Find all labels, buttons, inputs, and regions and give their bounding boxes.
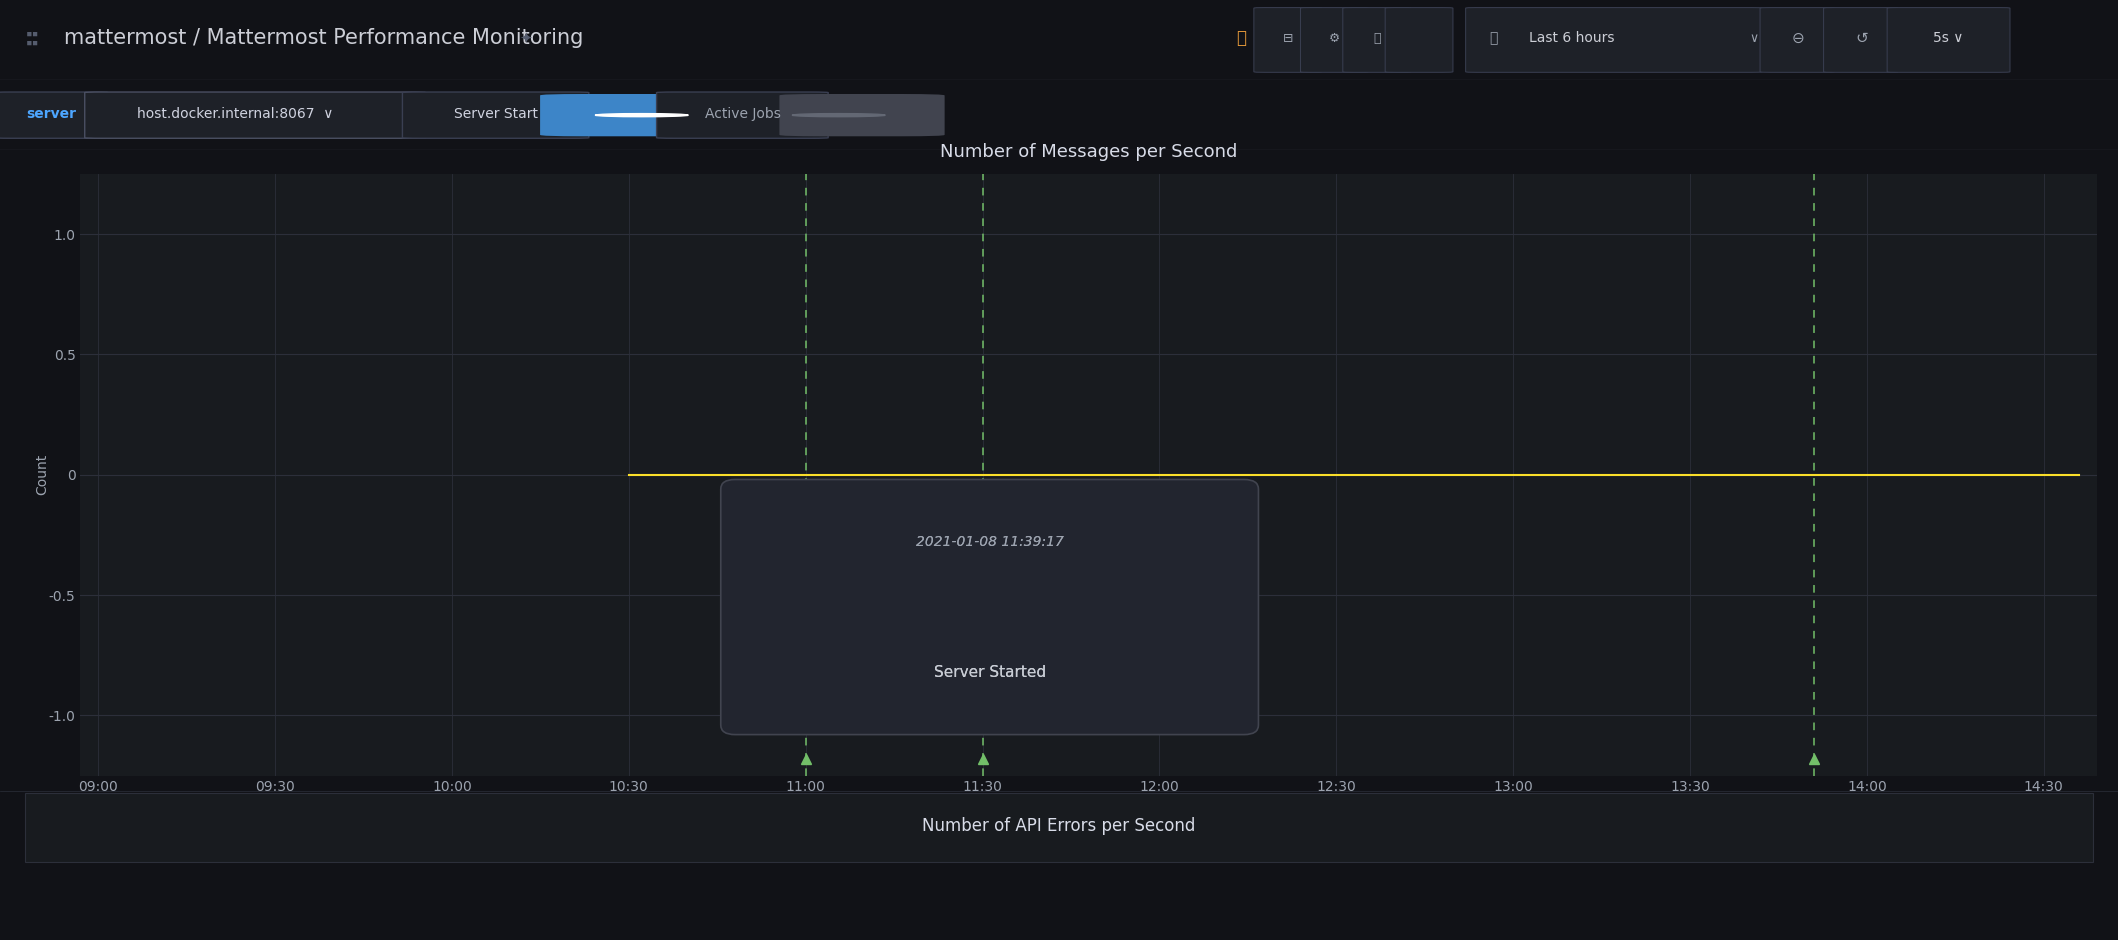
FancyBboxPatch shape — [25, 792, 2093, 862]
Text: 2021-01-08 11:39:17: 2021-01-08 11:39:17 — [915, 535, 1063, 549]
Text: host.docker.internal:8067  ∨: host.docker.internal:8067 ∨ — [138, 107, 333, 120]
FancyBboxPatch shape — [779, 94, 945, 136]
Text: ⚙: ⚙ — [1328, 32, 1341, 45]
Circle shape — [792, 114, 885, 117]
Circle shape — [595, 114, 688, 117]
FancyBboxPatch shape — [657, 92, 828, 138]
FancyBboxPatch shape — [402, 92, 589, 138]
FancyBboxPatch shape — [1385, 8, 1453, 72]
Text: 📊: 📊 — [1237, 29, 1245, 47]
Legend: host.docker.internal:8067, Total: host.docker.internal:8067, Total — [87, 822, 400, 847]
Title: Number of Messages per Second: Number of Messages per Second — [940, 143, 1237, 162]
Text: Server Started: Server Started — [934, 665, 1046, 680]
FancyBboxPatch shape — [0, 92, 108, 138]
Text: ↺: ↺ — [1855, 31, 1868, 46]
FancyBboxPatch shape — [1887, 8, 2010, 72]
Text: ⊖: ⊖ — [1792, 31, 1805, 46]
Text: 🖥: 🖥 — [1372, 32, 1381, 45]
Text: Active Jobs: Active Jobs — [705, 107, 782, 120]
Text: ∨: ∨ — [1749, 32, 1758, 45]
Text: 2021-01-08 11:39:17: 2021-01-08 11:39:17 — [915, 535, 1063, 549]
Text: Last 6 hours: Last 6 hours — [1529, 31, 1614, 45]
Text: ⏱: ⏱ — [1489, 31, 1497, 45]
FancyBboxPatch shape — [1300, 8, 1368, 72]
FancyBboxPatch shape — [1254, 8, 1322, 72]
FancyBboxPatch shape — [1760, 8, 1834, 72]
FancyBboxPatch shape — [1824, 8, 1898, 72]
Text: 5s ∨: 5s ∨ — [1934, 31, 1963, 45]
FancyBboxPatch shape — [1466, 8, 1762, 72]
FancyBboxPatch shape — [85, 92, 426, 138]
Y-axis label: Count: Count — [34, 454, 49, 495]
FancyBboxPatch shape — [540, 94, 705, 136]
FancyBboxPatch shape — [1343, 8, 1411, 72]
Text: Server Started: Server Started — [934, 665, 1046, 680]
Text: ▪▪
▪▪: ▪▪ ▪▪ — [25, 29, 38, 48]
Text: ✦: ✦ — [519, 31, 532, 46]
Text: Number of API Errors per Second: Number of API Errors per Second — [921, 817, 1197, 835]
Text: ⊟: ⊟ — [1284, 32, 1292, 45]
FancyBboxPatch shape — [720, 479, 1258, 734]
Text: mattermost / Mattermost Performance Monitoring: mattermost / Mattermost Performance Moni… — [64, 28, 582, 48]
Text: Server Start: Server Start — [453, 107, 538, 120]
Text: server: server — [25, 107, 76, 120]
